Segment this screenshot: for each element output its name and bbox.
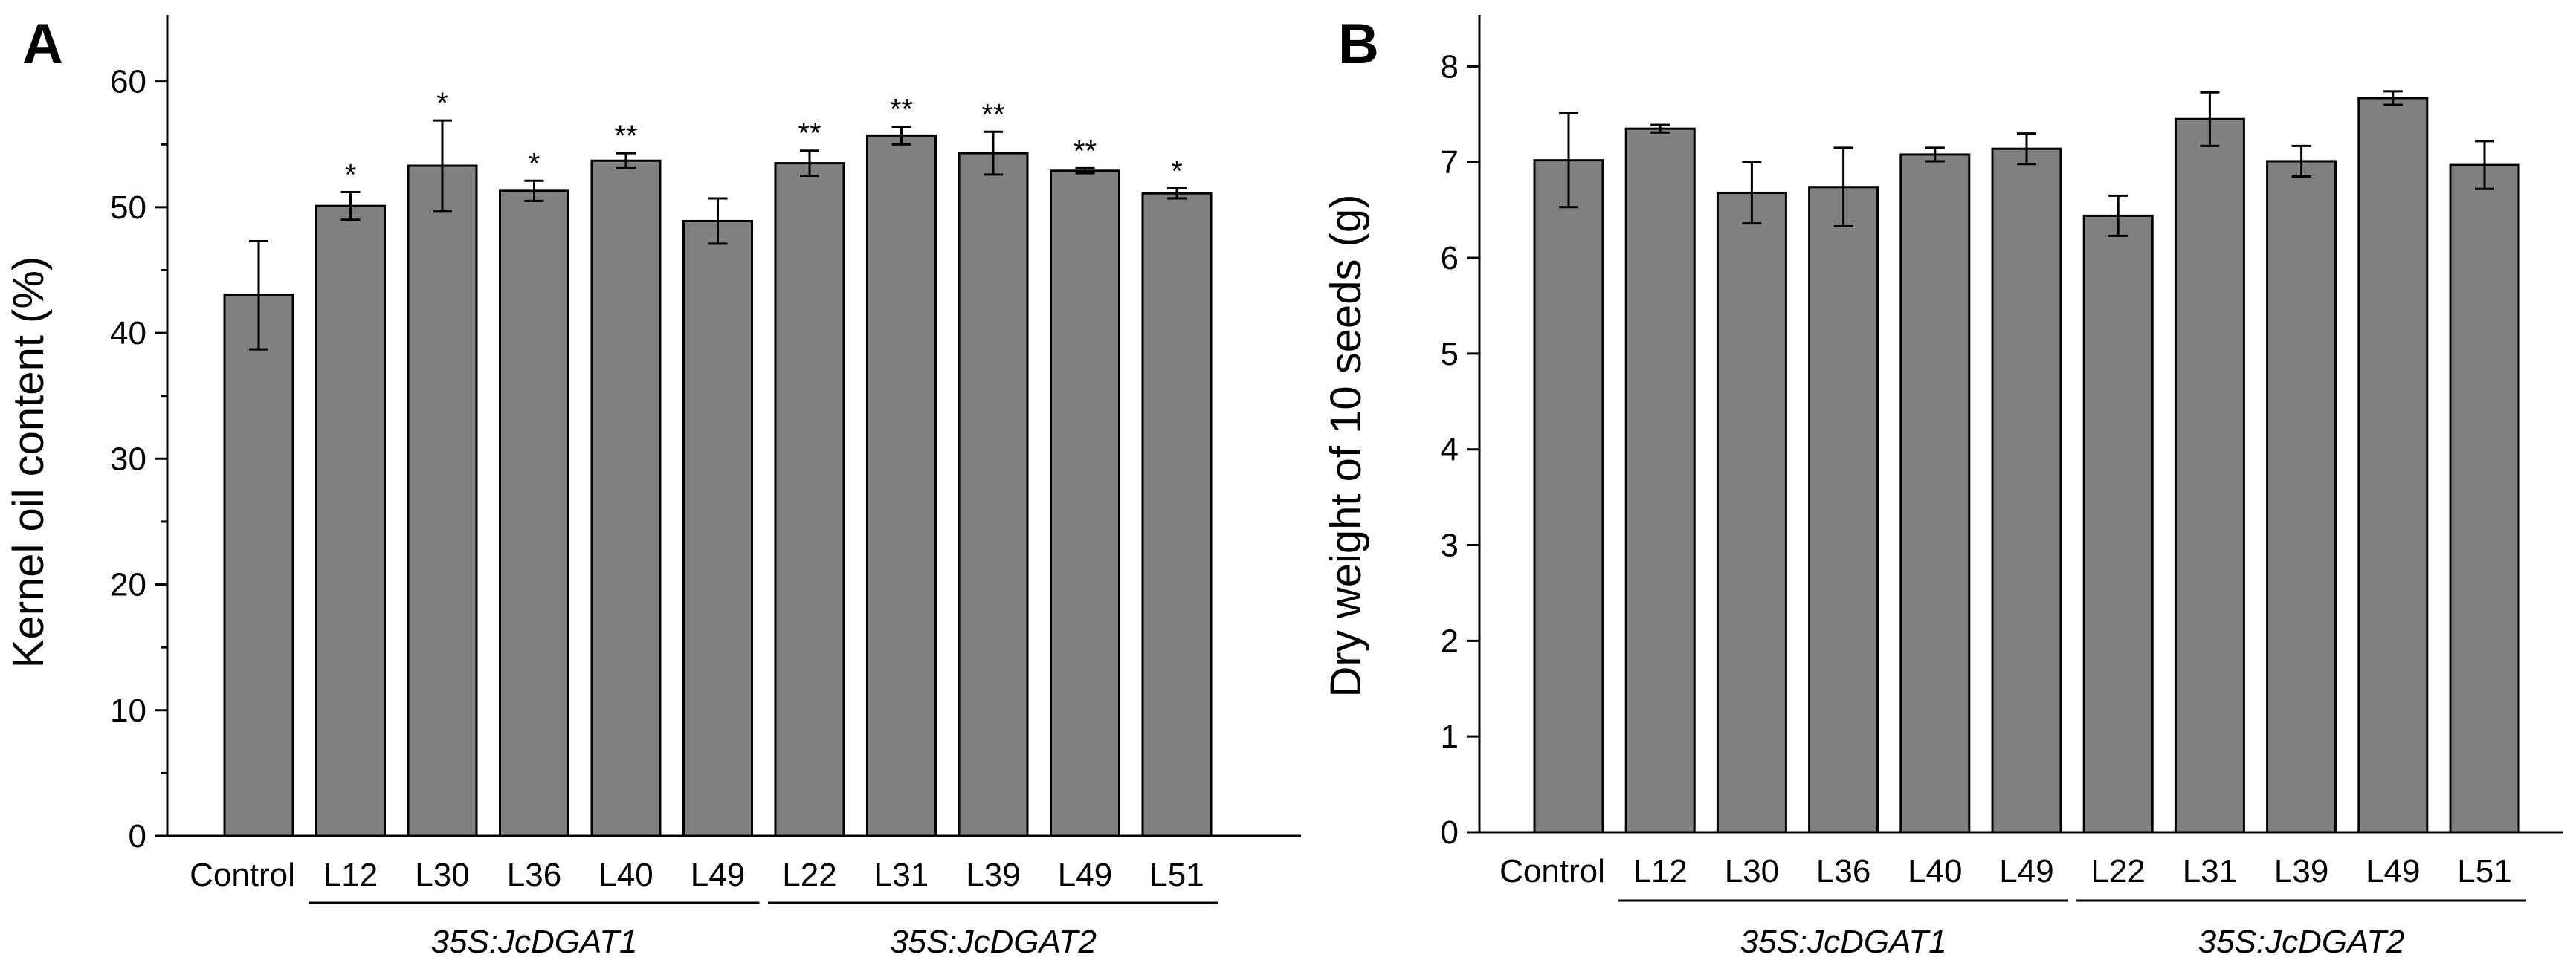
panel-a-category-label: Control bbox=[190, 857, 295, 893]
panel-a-bar bbox=[1050, 169, 1120, 837]
panel-a-significance-mark: * bbox=[345, 159, 357, 192]
panel-a-y-axis-title: Kernel oil content (%) bbox=[4, 256, 53, 668]
panel-a-significance-mark: * bbox=[436, 87, 448, 120]
panel-b-bar bbox=[1624, 127, 1696, 834]
panel-b-bar bbox=[1808, 186, 1879, 834]
panel-a-bar bbox=[590, 159, 662, 837]
panel-b-y-tick-label: 5 bbox=[1441, 336, 1459, 372]
panel-a-significance-mark: ** bbox=[981, 98, 1004, 131]
panel-a-y-tick-label: 40 bbox=[110, 315, 146, 351]
panel-b-bar bbox=[2266, 160, 2337, 834]
panel-a-bar bbox=[223, 294, 294, 837]
panel-a-significance-mark: ** bbox=[614, 120, 637, 152]
panel-a-y-tick-label: 50 bbox=[110, 189, 146, 226]
panel-a-category-label: L30 bbox=[415, 857, 469, 893]
panel-a-y-tick-label: 30 bbox=[110, 441, 146, 477]
panel-b-category-label: L40 bbox=[1908, 853, 1962, 889]
panel-b-y-tick-label: 8 bbox=[1441, 48, 1459, 85]
panel-b-bar bbox=[2082, 214, 2154, 834]
panel-b-category-label: L12 bbox=[1633, 853, 1687, 889]
panel-a-bar bbox=[958, 152, 1029, 837]
panel-a-y-tick-label: 0 bbox=[129, 818, 146, 855]
panel-b-category-label: L51 bbox=[2457, 853, 2511, 889]
panel-a-bar bbox=[315, 204, 386, 837]
panel-b-bar bbox=[1716, 191, 1787, 834]
panel-a-category-label: L40 bbox=[598, 857, 653, 893]
panel-b-category-label: L49 bbox=[2366, 853, 2420, 889]
panel-b-category-label: L30 bbox=[1725, 853, 1779, 889]
panel-a-y-tick-label: 10 bbox=[110, 693, 146, 729]
panel-b-group-label: 35S:JcDGAT2 bbox=[2198, 924, 2405, 960]
panel-a-category-label: L22 bbox=[782, 857, 836, 893]
panel-a-category-label: L51 bbox=[1149, 857, 1204, 893]
panel-b-bar bbox=[2357, 97, 2429, 834]
panel-a-y-tick-label: 60 bbox=[110, 64, 146, 100]
panel-b-y-tick-label: 4 bbox=[1441, 432, 1459, 468]
panel-a-category-label: L49 bbox=[1058, 857, 1112, 893]
panel-b-y-tick-label: 6 bbox=[1441, 240, 1459, 276]
panel-b-bar bbox=[1899, 153, 1971, 834]
panel-b-bar bbox=[2449, 163, 2520, 834]
panel-a-bar bbox=[774, 162, 845, 837]
panel-a-y-tick-label: 20 bbox=[110, 567, 146, 603]
panel-b-y-tick-label: 7 bbox=[1441, 144, 1459, 181]
panel-b-category-label: L36 bbox=[1816, 853, 1870, 889]
panel-b-category-label: L49 bbox=[1999, 853, 2053, 889]
panel-a-bar bbox=[499, 189, 569, 837]
panel-b-y-tick-label: 1 bbox=[1441, 719, 1459, 755]
panel-a-significance-mark: ** bbox=[890, 94, 913, 126]
panel-b-y-tick-label: 3 bbox=[1441, 528, 1459, 564]
panel-b-bar bbox=[1533, 159, 1604, 834]
panel-a-category-label: L49 bbox=[691, 857, 745, 893]
panel-a-category-label: L31 bbox=[874, 857, 929, 893]
panel-a-category-label: L36 bbox=[507, 857, 561, 893]
panel-a-bar bbox=[1141, 192, 1213, 837]
panel-a-bar bbox=[866, 134, 937, 837]
panel-a-label: A bbox=[22, 13, 63, 76]
panel-a-category-label: L39 bbox=[966, 857, 1020, 893]
panel-b: B 0 1 2 3 4 5 6 7 8 Control L12 L30 L36 L40 L49 L22 L31… bbox=[1322, 13, 2563, 960]
panel-a-group-label: 35S:JcDGAT2 bbox=[890, 924, 1097, 960]
panel-b-category-label: L39 bbox=[2274, 853, 2328, 889]
panel-b-y-tick-label: 0 bbox=[1441, 814, 1459, 851]
panel-b-group-label: 35S:JcDGAT1 bbox=[1740, 924, 1947, 960]
panel-b-category-label: L22 bbox=[2091, 853, 2145, 889]
panel-a-significance-mark: ** bbox=[1074, 135, 1097, 167]
panel-a-significance-mark: * bbox=[1171, 155, 1183, 187]
panel-a-category-label: L12 bbox=[323, 857, 378, 893]
panel-b-label: B bbox=[1338, 13, 1379, 76]
panel-b-category-label: L31 bbox=[2183, 853, 2237, 889]
panel-a-bar bbox=[407, 164, 478, 837]
panel-a-group-label: 35S:JcDGAT1 bbox=[431, 924, 638, 960]
panel-a-significance-mark: * bbox=[529, 147, 540, 180]
panel-a-bar bbox=[682, 219, 753, 837]
panel-b-bar bbox=[2174, 117, 2245, 834]
panel-b-bar bbox=[1991, 147, 2062, 834]
panel-b-y-tick-label: 2 bbox=[1441, 623, 1459, 659]
panel-b-category-label: Control bbox=[1500, 853, 1605, 889]
panel-a-significance-mark: ** bbox=[798, 117, 821, 150]
panel-b-y-axis-title: Dry weight of 10 seeds (g) bbox=[1322, 195, 1370, 698]
